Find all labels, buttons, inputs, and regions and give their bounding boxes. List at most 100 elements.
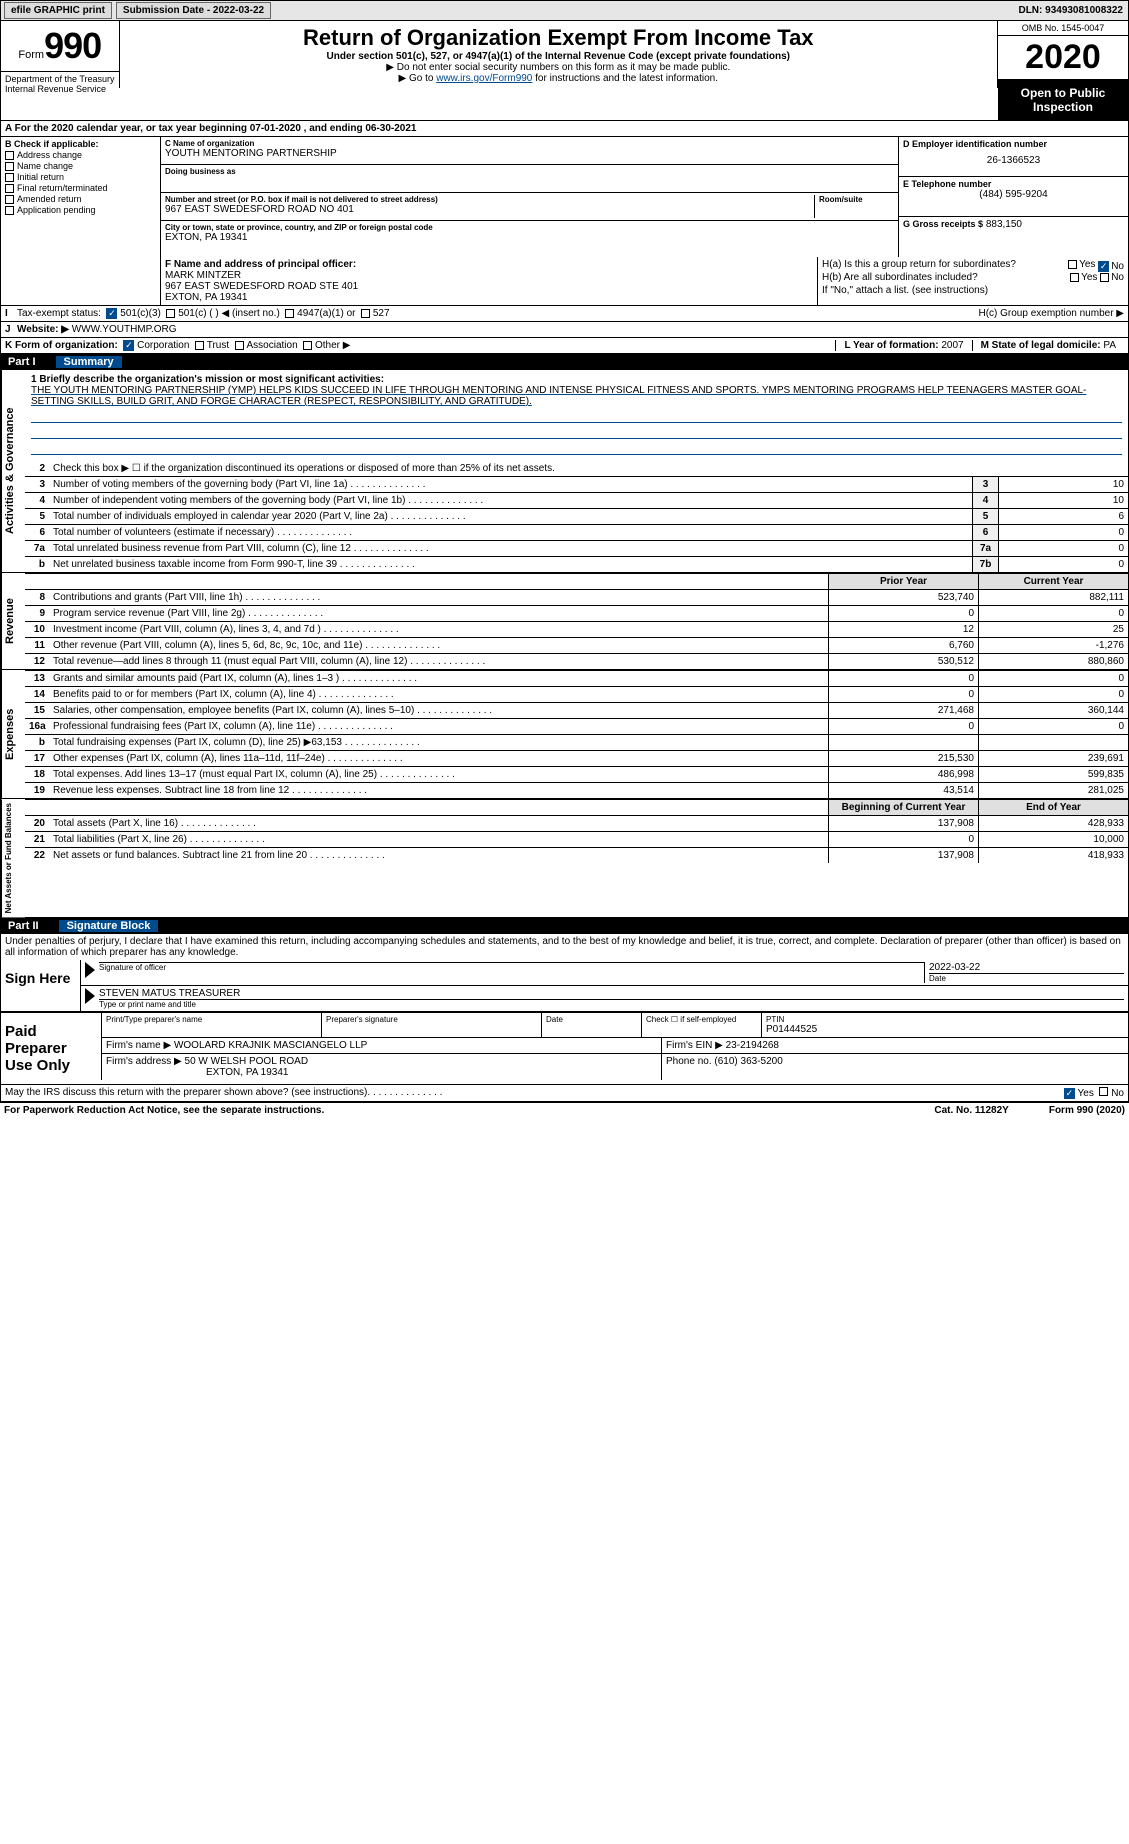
firm-addr2: EXTON, PA 19341 [106, 1067, 288, 1078]
sig-name: STEVEN MATUS TREASURER [99, 988, 1124, 999]
table-row: 19Revenue less expenses. Subtract line 1… [25, 782, 1128, 798]
org-name: YOUTH MENTORING PARTNERSHIP [165, 148, 894, 159]
form-number: Form990 [1, 21, 119, 71]
row-i: I Tax-exempt status: ✓ 501(c)(3) 501(c) … [1, 306, 1128, 322]
dln: DLN: 93493081008322 [1018, 5, 1127, 16]
sig-name-line: STEVEN MATUS TREASURERType or print name… [81, 986, 1128, 1011]
part2-header: Part II Signature Block [0, 918, 1129, 934]
chk-address[interactable]: Address change [5, 150, 156, 160]
chk-501c3: ✓ [106, 308, 117, 319]
section-bcd: B Check if applicable: Address change Na… [0, 136, 1129, 257]
irs-link[interactable]: www.irs.gov/Form990 [436, 73, 532, 84]
table-row: 8Contributions and grants (Part VIII, li… [25, 589, 1128, 605]
vtab-expenses: Expenses [1, 670, 25, 798]
table-row: bNet unrelated business taxable income f… [25, 556, 1128, 572]
hb-label: H(b) Are all subordinates included? [822, 272, 978, 285]
g-label: G Gross receipts $ [903, 219, 983, 229]
fgh-row: F Name and address of principal officer:… [0, 257, 1129, 305]
vtab-governance: Activities & Governance [1, 370, 25, 572]
box-f: F Name and address of principal officer:… [161, 257, 818, 305]
mission-block: 1 Briefly describe the organization's mi… [25, 370, 1128, 461]
header-right: OMB No. 1545-0047 2020 Open to Public In… [998, 21, 1128, 120]
table-row: 7aTotal unrelated business revenue from … [25, 540, 1128, 556]
sign-here: Sign Here [1, 960, 81, 1011]
org-name-row: C Name of organization YOUTH MENTORING P… [161, 137, 898, 165]
omb: OMB No. 1545-0047 [998, 21, 1128, 36]
dba-row: Doing business as [161, 165, 898, 193]
efile-btn[interactable]: efile GRAPHIC print [4, 2, 112, 19]
b-title: B Check if applicable: [5, 139, 156, 149]
line1-label: 1 Briefly describe the organization's mi… [31, 374, 384, 385]
vtab-net: Net Assets or Fund Balances [1, 799, 25, 917]
room-label: Room/suite [819, 195, 894, 204]
col-d: D Employer identification number 26-1366… [898, 137, 1128, 257]
discuss-label: May the IRS discuss this return with the… [5, 1087, 367, 1099]
cat-no: Cat. No. 11282Y [934, 1105, 1008, 1116]
d-label: D Employer identification number [903, 139, 1124, 149]
submission-date: Submission Date - 2022-03-22 [116, 2, 271, 19]
col-b: B Check if applicable: Address change Na… [1, 137, 161, 257]
prep-sig-label: Preparer's signature [326, 1015, 537, 1024]
line2: Check this box ▶ ☐ if the organization d… [49, 461, 1128, 476]
form-word: Form [18, 49, 44, 61]
firm-addr1: 50 W WELSH POOL ROAD [185, 1056, 309, 1067]
k-label: K Form of organization: [5, 340, 118, 351]
form-footer: Form 990 (2020) [1049, 1105, 1125, 1116]
state-domicile: PA [1103, 340, 1116, 351]
chk-amended[interactable]: Amended return [5, 194, 156, 204]
street-label: Number and street (or P.O. box if mail i… [165, 195, 814, 204]
street: 967 EAST SWEDESFORD ROAD NO 401 [165, 204, 814, 215]
part1-header: Part I Summary [0, 354, 1129, 370]
table-row: 5Total number of individuals employed in… [25, 508, 1128, 524]
e-label: E Telephone number [903, 179, 1124, 189]
part1-body: Activities & Governance 1 Briefly descri… [0, 370, 1129, 573]
table-row: 16aProfessional fundraising fees (Part I… [25, 718, 1128, 734]
header-center: Return of Organization Exempt From Incom… [119, 21, 998, 88]
pra-notice: For Paperwork Reduction Act Notice, see … [4, 1105, 324, 1116]
period-row: A For the 2020 calendar year, or tax yea… [0, 120, 1129, 136]
part1-num: Part I [8, 356, 36, 368]
note-ssn: ▶ Do not enter social security numbers o… [124, 62, 993, 73]
table-row: 18Total expenses. Add lines 13–17 (must … [25, 766, 1128, 782]
hdr-beg: Beginning of Current Year [828, 800, 978, 815]
box-h: H(a) Is this a group return for subordin… [818, 257, 1128, 305]
declaration: Under penalties of perjury, I declare th… [1, 934, 1128, 960]
f-label: F Name and address of principal officer: [165, 259, 356, 270]
chk-final[interactable]: Final return/terminated [5, 183, 156, 193]
table-row: 9Program service revenue (Part VIII, lin… [25, 605, 1128, 621]
ptin: P01444525 [766, 1024, 1124, 1035]
table-row: 3Number of voting members of the governi… [25, 476, 1128, 492]
paid-preparer: Paid Preparer Use Only [1, 1013, 101, 1084]
gross-receipts: 883,150 [986, 219, 1022, 230]
ha-label: H(a) Is this a group return for subordin… [822, 259, 1016, 272]
city: EXTON, PA 19341 [165, 232, 894, 243]
chk-name[interactable]: Name change [5, 161, 156, 171]
chk-initial[interactable]: Initial return [5, 172, 156, 182]
form-header: Form990 Department of the Treasury Inter… [0, 21, 1129, 120]
website: WWW.YOUTHMP.ORG [72, 324, 177, 335]
row-k: K Form of organization: ✓ Corporation Tr… [1, 338, 1128, 353]
prep-check[interactable]: Check ☐ if self-employed [641, 1013, 761, 1037]
chk-pending[interactable]: Application pending [5, 205, 156, 215]
part2-title: Signature Block [59, 920, 159, 932]
year-formation: 2007 [941, 340, 963, 351]
ijk: I Tax-exempt status: ✓ 501(c)(3) 501(c) … [0, 305, 1129, 354]
city-row: City or town, state or province, country… [161, 221, 898, 249]
revenue-block: Revenue Prior YearCurrent Year 8Contribu… [0, 573, 1129, 670]
city-label: City or town, state or province, country… [165, 223, 894, 232]
dba-label: Doing business as [165, 167, 894, 176]
gross-row: G Gross receipts $ 883,150 [899, 217, 1128, 257]
prep-name-label: Print/Type preparer's name [106, 1015, 317, 1024]
street-row: Number and street (or P.O. box if mail i… [161, 193, 898, 221]
phone: (484) 595-9204 [903, 189, 1124, 200]
chk-corp: ✓ [123, 340, 134, 351]
officer-addr1: 967 EAST SWEDESFORD ROAD STE 401 [165, 281, 358, 292]
firm-ein: 23-2194268 [726, 1040, 779, 1051]
netassets-block: Net Assets or Fund Balances Beginning of… [0, 799, 1129, 918]
part2-num: Part II [8, 920, 39, 932]
j-label: Website: ▶ [17, 324, 69, 335]
footer: For Paperwork Reduction Act Notice, see … [0, 1102, 1129, 1118]
hdr-current: Current Year [978, 574, 1128, 589]
note-link: ▶ Go to www.irs.gov/Form990 for instruct… [124, 73, 993, 84]
note2-post: for instructions and the latest informat… [532, 73, 718, 84]
